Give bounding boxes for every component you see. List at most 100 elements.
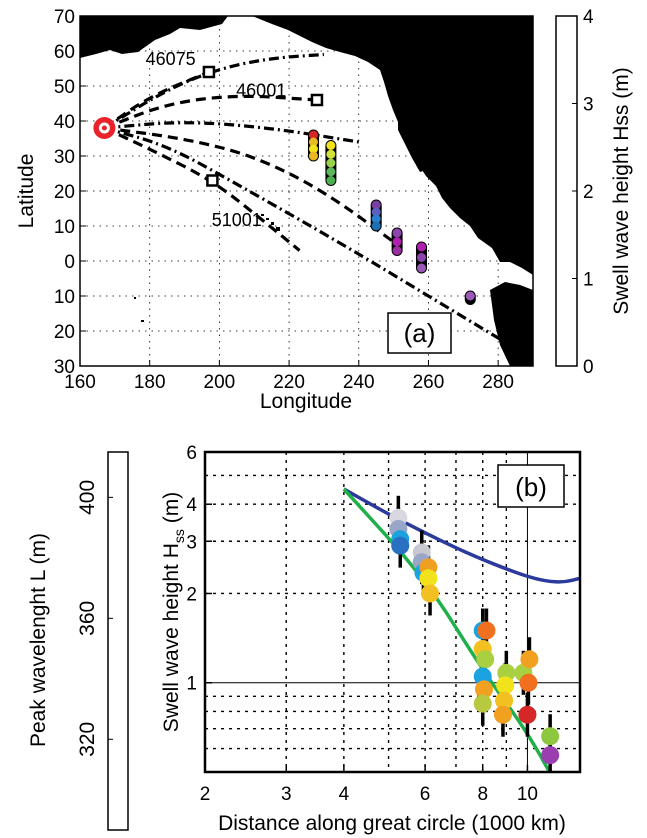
observation-point [392,237,402,247]
plot-x-tick-label: 6 [420,784,431,805]
land-north-america [252,16,533,275]
observation-point [371,200,381,210]
colorbar-a-tick-label: 1 [583,270,594,291]
great-circle-path [103,126,517,350]
plot-y-label-unit: (m) [160,492,183,529]
map-y-tick-label: 60 [54,42,75,63]
colorbar-swell-height: 0 1 2 3 4 Swell wave height Hss (m) [555,7,633,378]
buoy-marker [310,93,324,107]
observation-point [496,676,515,695]
map-y-tick-label: 20 [54,322,75,343]
observation-point [326,141,336,150]
great-circle-paths [103,52,517,350]
map-y-tick-label: 10 [54,217,75,238]
land-masses [80,16,533,366]
colorbar-b-box [107,451,129,831]
observation-point [371,221,381,231]
buoy-label: 46075 [146,49,196,69]
panel-a-label: (a) [404,318,436,348]
observation-point [308,151,318,161]
observation-point [520,650,539,669]
observation-point [326,176,336,185]
plot-x-axis-label: Distance along great circle (1000 km) [218,812,566,835]
plot-x-tick-label: 4 [339,784,350,805]
great-circle-path [104,121,360,144]
model-curve [343,487,580,584]
observation-point [519,673,538,692]
observation-point [419,569,438,588]
land-asia-kamchatka [80,16,228,58]
buoy-marker [202,65,216,79]
storm-source-center [101,125,107,131]
observation-point [541,746,560,765]
buoy-label: 46001 [236,81,286,101]
observation-point [392,246,402,255]
map-y-tick-label: 40 [54,112,75,133]
map-tick-labels: 160 180 200 220 240 260 280 70 60 50 40 30 20 10 0 10 20… [54,7,514,393]
observation-point [541,727,560,746]
observation-point [495,691,514,710]
map-y-tick-label: 50 [54,77,75,98]
plot-y-tick-label: 4 [186,495,197,516]
plot-y-tick-label: 1 [186,674,197,695]
land-south-america [490,282,533,366]
colorbar-a-tick-label: 0 [583,357,594,378]
plot-y-tick-label: 2 [186,584,197,605]
observation-point [416,253,426,262]
plot-y-tick-label: 3 [186,532,197,553]
map-x-tick-label: 280 [482,372,514,393]
map-y-tick-label: 70 [54,7,75,28]
colorbar-b-ticks: 320 360 400 [76,480,113,757]
map-y-tick-label: 0 [64,252,75,273]
observation-point [392,228,402,238]
map-y-tick-label: 20 [54,182,75,203]
plot-frame [203,450,582,774]
plot-y-tick-label: 6 [186,443,197,464]
observation-point [308,130,318,140]
buoy-label: 51001 [212,210,262,230]
map-x-tick-label: 200 [204,372,236,393]
observation-point [473,694,492,713]
panel-a-label-box [387,312,452,354]
map-x-tick-label: 260 [413,372,445,393]
observation-point [308,144,318,154]
observation-point [371,214,381,224]
map-x-tick-label: 160 [64,372,96,393]
land-hawaii-islands [134,214,280,322]
observation-point [326,158,336,168]
plot-x-tick-label: 2 [200,784,211,805]
observation-point [476,650,495,669]
observation-point [421,584,440,603]
plot-y-axis-label: Swell wave height Hss (m) [160,492,187,732]
plot-x-tick-label: 3 [281,784,292,805]
observation-point [477,621,496,640]
colorbar-a-tick-label: 4 [583,7,594,28]
buoy-marker [206,174,219,187]
land-baja [398,118,426,172]
plot-y-label-main: Swell wave height H [160,543,183,732]
buoys: 46075 46001 51001 [146,49,324,230]
map-y-axis-label: Latitude [15,154,38,229]
map-y-tick-label: 30 [54,357,75,378]
map-y-tick-label: 10 [54,287,75,308]
map-x-tick-label: 220 [273,372,305,393]
colorbar-wavelength: 320 360 400 Peak wavelenght L (m) [27,451,129,831]
colorbar-a-tick-label: 3 [583,95,594,116]
plot-x-tick-label: 10 [517,784,538,805]
observation-point [474,680,493,699]
observation-point [465,291,475,301]
colorbar-a-tick-label: 2 [583,182,594,203]
plot-x-tick-label: 8 [477,784,488,805]
great-circle-path [103,94,318,130]
great-circle-path [103,52,325,130]
map-x-tick-label: 180 [134,372,166,393]
map-y-tick-label: 30 [54,147,75,168]
observations [389,495,560,772]
colorbar-b-tick-label: 360 [76,601,99,636]
colorbar-a-label: Swell wave height Hss (m) [610,67,633,314]
panel-b-label-box [497,464,565,508]
observation-point [326,167,336,177]
